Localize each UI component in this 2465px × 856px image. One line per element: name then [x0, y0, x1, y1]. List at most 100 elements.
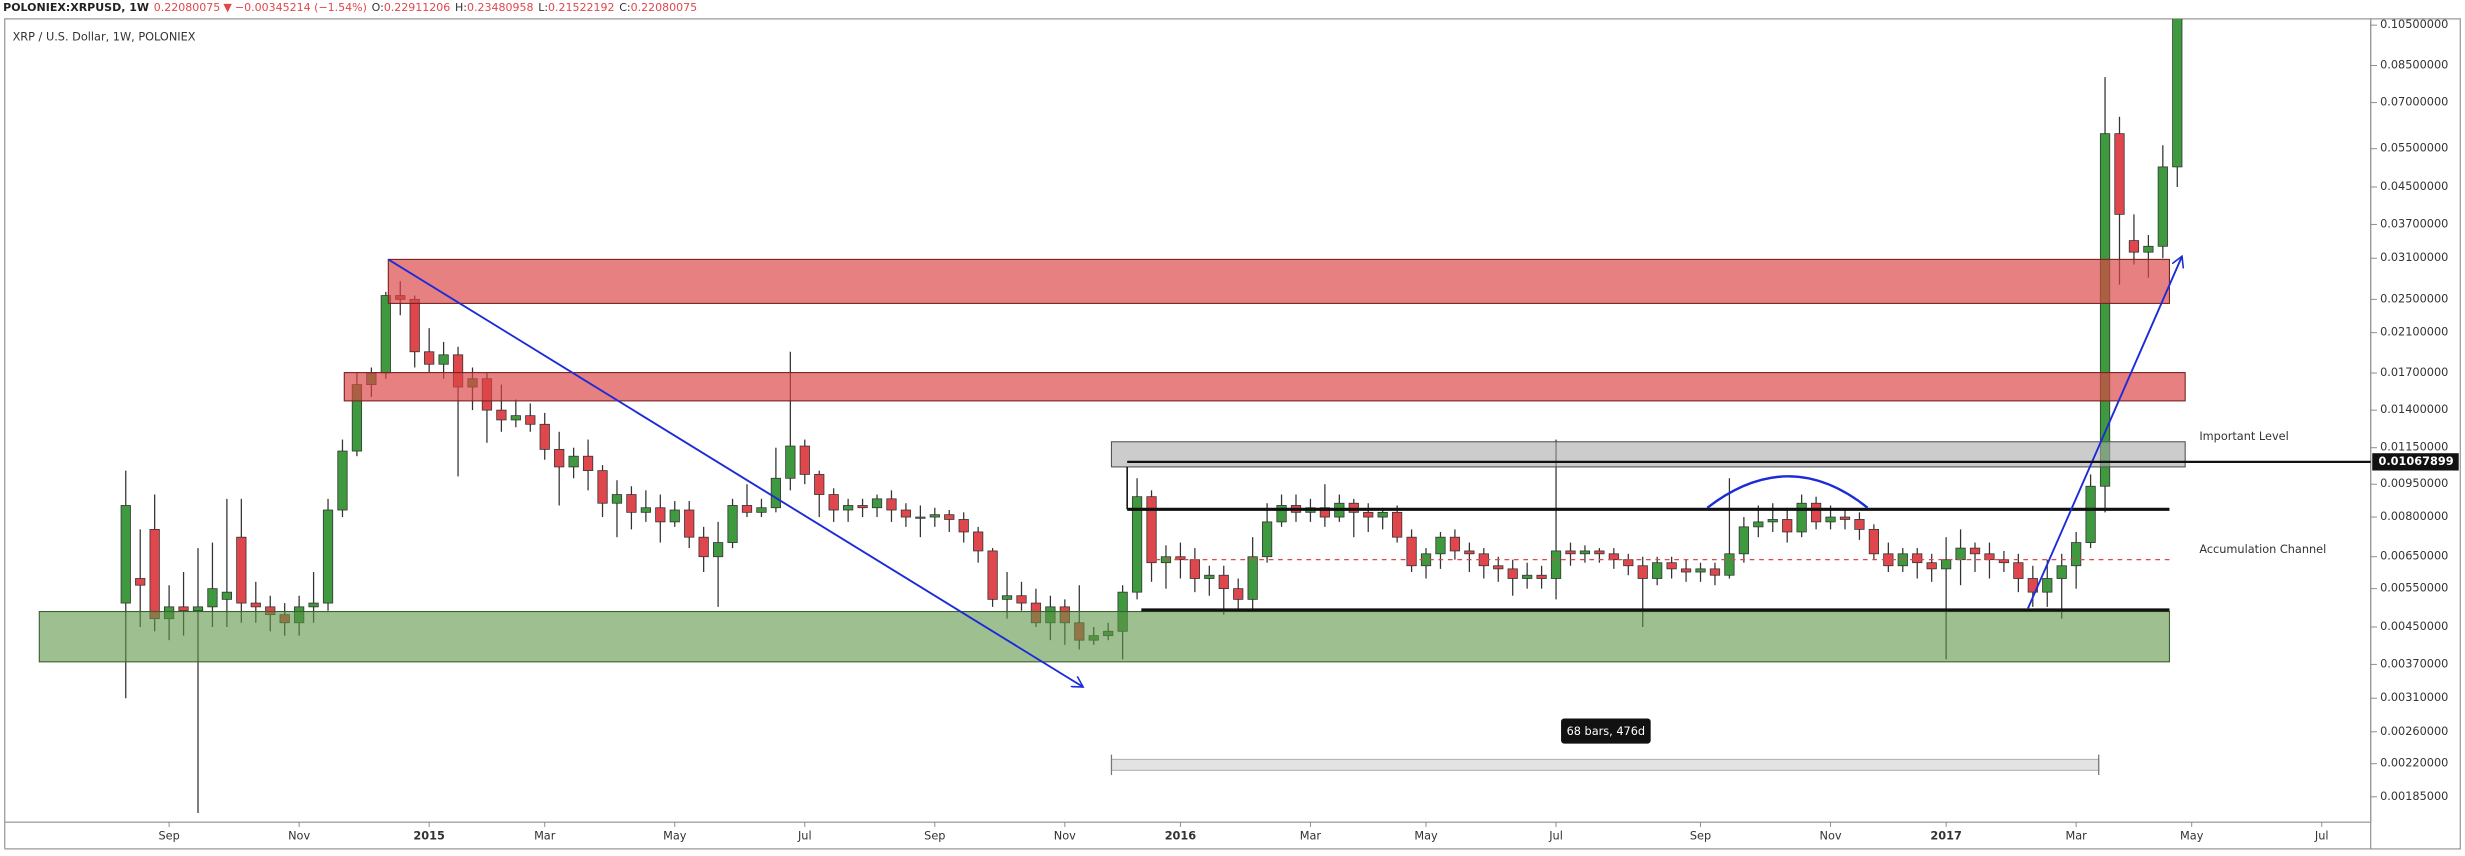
y-tick-label: 0.10500000 — [2380, 18, 2448, 31]
y-tick-label: 0.01400000 — [2380, 403, 2448, 416]
candle-body — [712, 542, 724, 558]
candle-body — [1594, 550, 1605, 555]
candle-body — [1767, 519, 1778, 523]
candle-body — [799, 445, 810, 475]
candle-body — [1233, 588, 1244, 600]
range-bar — [1110, 758, 2100, 771]
candle-body — [322, 509, 334, 604]
candle-body — [1825, 516, 1836, 523]
x-tick-label: Nov — [1054, 829, 1076, 842]
candle-body — [1680, 568, 1692, 573]
candle-body — [1579, 550, 1591, 555]
x-tick-label: May — [2180, 829, 2204, 842]
price-axis-frame — [2370, 18, 2461, 850]
ohlc-value: 0.21522192 — [548, 1, 614, 14]
ohlc-label: C: — [619, 1, 630, 14]
candle-body — [1839, 516, 1851, 520]
candle-body — [2013, 562, 2024, 579]
x-tick-label: 2015 — [413, 829, 445, 842]
candle-body — [1565, 550, 1576, 555]
candle-body — [987, 550, 998, 600]
candle-body — [770, 477, 782, 509]
candle-body — [1550, 550, 1562, 579]
candle-body — [1623, 559, 1634, 567]
candle-body — [886, 498, 897, 511]
resistance-zone — [343, 372, 2186, 402]
candle-body — [337, 450, 348, 511]
candle-body — [1146, 496, 1157, 564]
candle-body — [1868, 528, 1879, 555]
important-level-zone — [1110, 441, 2186, 468]
candle-body — [1507, 568, 1518, 579]
candle-body — [1406, 536, 1417, 567]
candle-body — [973, 531, 984, 552]
candle-body — [2172, 18, 2183, 168]
candle-body — [900, 509, 912, 518]
candle-body — [149, 528, 160, 620]
candle-body — [1276, 505, 1287, 523]
candle-body — [568, 455, 579, 468]
trend-arrow — [2027, 256, 2182, 609]
candle-body — [2099, 133, 2111, 487]
arc — [1706, 475, 1869, 509]
candle-body — [2143, 245, 2154, 253]
candle-body — [1796, 502, 1807, 533]
candle-body — [1175, 556, 1186, 561]
x-tick-label: Sep — [924, 829, 945, 842]
candle-body — [1261, 521, 1273, 558]
candle-body — [2128, 240, 2140, 253]
candle-body — [1637, 565, 1648, 579]
ohlc-value: 0.22080075 — [631, 1, 697, 14]
candle-body — [669, 509, 680, 523]
ohlc-label: H: — [455, 1, 467, 14]
candle-body — [2056, 565, 2067, 579]
chart-subtitle: XRP / U.S. Dollar, 1W, POLONIEX — [13, 31, 196, 44]
candle-body — [1536, 574, 1547, 579]
header: POLONIEX:XRPUSD, 1W 0.22080075 ▼ −0.0034521… — [3, 1, 697, 14]
price-tag-label: 0.01067899 — [2379, 455, 2454, 468]
x-tick-label: 2017 — [1930, 829, 1961, 842]
y-tick-label: 0.00550000 — [2380, 582, 2448, 595]
candle-body — [539, 423, 550, 450]
candle-body — [1998, 559, 2010, 564]
candle-body — [698, 536, 709, 558]
candle-body — [1363, 511, 1374, 518]
x-tick-label: Sep — [1690, 829, 1711, 842]
y-tick-label: 0.00310000 — [2380, 691, 2448, 704]
candle-body — [1464, 550, 1475, 555]
candle-body — [380, 295, 391, 374]
x-tick-label: May — [1414, 829, 1438, 842]
candle-body — [2157, 166, 2168, 247]
candle-body — [1926, 562, 1937, 570]
candle-body — [871, 498, 883, 509]
candle-body — [1218, 574, 1229, 590]
candle-body — [655, 507, 666, 523]
candle-body — [525, 415, 536, 425]
candle-body — [510, 415, 521, 421]
candle-body — [958, 519, 969, 533]
candle-body — [727, 505, 738, 543]
y-tick-label: 0.00450000 — [2380, 620, 2448, 633]
candle-body — [207, 588, 218, 608]
range-label-box — [1561, 718, 1651, 744]
candle-body — [2114, 133, 2125, 215]
candle-body — [409, 298, 420, 353]
candle-body — [1522, 574, 1533, 579]
candle-body — [582, 455, 594, 472]
candle-body — [308, 602, 319, 608]
y-tick-label: 0.03100000 — [2380, 251, 2448, 264]
y-tick-label: 0.02500000 — [2380, 292, 2448, 305]
candle-body — [1969, 547, 1981, 555]
candle-body — [2042, 578, 2053, 593]
candle-body — [1131, 496, 1143, 593]
x-tick-label: Sep — [158, 829, 179, 842]
x-tick-label: Nov — [288, 829, 310, 842]
candle-body — [1435, 536, 1446, 555]
candle-body — [626, 494, 637, 513]
ohlc-value: 0.23480958 — [467, 1, 533, 14]
candle-body — [1984, 553, 1995, 561]
trend-arrow — [387, 258, 1083, 687]
candle-body — [1247, 556, 1258, 600]
candle-body — [597, 470, 608, 504]
y-tick-label: 0.07000000 — [2380, 96, 2448, 109]
